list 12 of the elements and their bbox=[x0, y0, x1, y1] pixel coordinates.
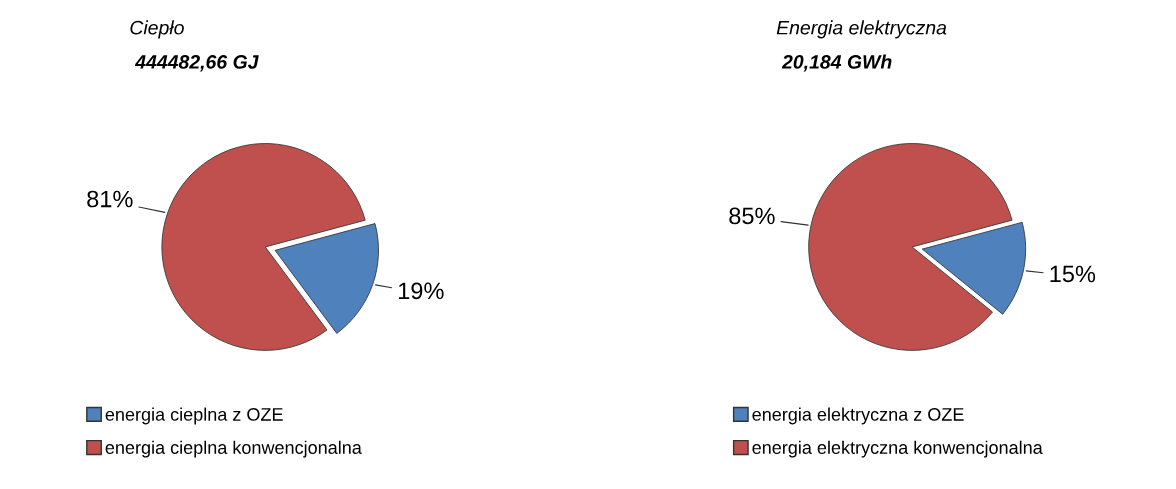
data-label: 81% bbox=[87, 190, 133, 208]
chart-subtitle: 444482,66 GJ bbox=[134, 55, 259, 72]
legend-label: energia elektryczna z OZE bbox=[752, 407, 964, 425]
data-label: 19% bbox=[398, 282, 444, 300]
data-label: 15% bbox=[1050, 265, 1096, 283]
chart-subtitle: 20,184 GWh bbox=[781, 54, 892, 72]
chart-title: Energia elektryczna bbox=[776, 20, 947, 39]
data-label: 85% bbox=[729, 207, 775, 225]
legend-label: energia cieplna z OZE bbox=[105, 407, 283, 425]
legend-label: energia elektryczna konwencjonalna bbox=[752, 440, 1043, 458]
legend-label: energia cieplna konwencjonalna bbox=[105, 440, 362, 458]
chart-title: Ciepło bbox=[130, 20, 184, 39]
